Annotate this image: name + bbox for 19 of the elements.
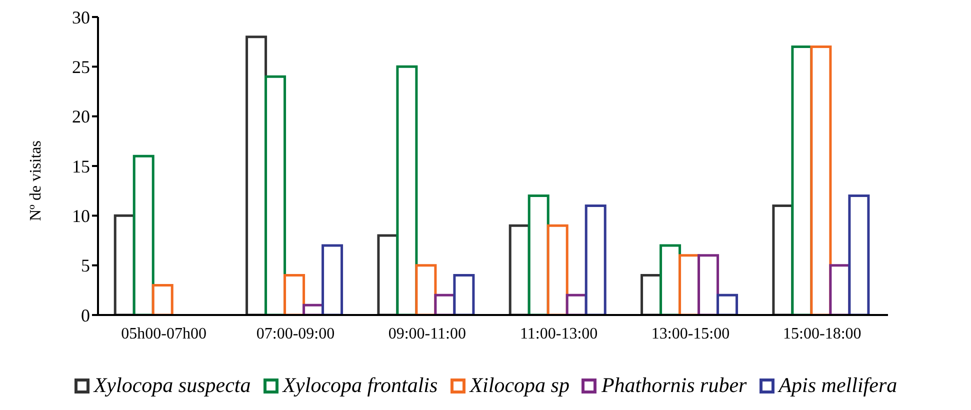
y-tick-label: 30 <box>72 7 90 28</box>
legend-label: Xylocopa frontalis <box>281 373 438 398</box>
x-tick-label: 09:00-11:00 <box>388 325 466 342</box>
x-tick-label: 13:00-15:00 <box>651 325 730 342</box>
y-tick-label: 5 <box>81 256 90 276</box>
y-tick-label: 20 <box>72 106 90 127</box>
legend-label: Xilocopa sp <box>468 373 570 398</box>
x-tick-label: 05h00-07h00 <box>121 325 206 342</box>
legend-label: Apis mellifera <box>776 373 898 398</box>
y-tick-label: 10 <box>72 206 90 226</box>
y-tick-label: 25 <box>72 57 90 78</box>
y-tick-label: 15 <box>72 156 90 176</box>
y-tick-label: 0 <box>81 305 90 326</box>
legend-label: Xylocopa suspecta <box>92 373 251 398</box>
legend-label: Phathornis ruber <box>600 373 747 398</box>
x-tick-label: 11:00-13:00 <box>520 325 598 342</box>
y-axis-title: Nº de visitas <box>28 140 45 221</box>
x-tick-label: 15:00-18:00 <box>783 325 862 342</box>
x-tick-label: 07:00-09:00 <box>256 325 335 342</box>
